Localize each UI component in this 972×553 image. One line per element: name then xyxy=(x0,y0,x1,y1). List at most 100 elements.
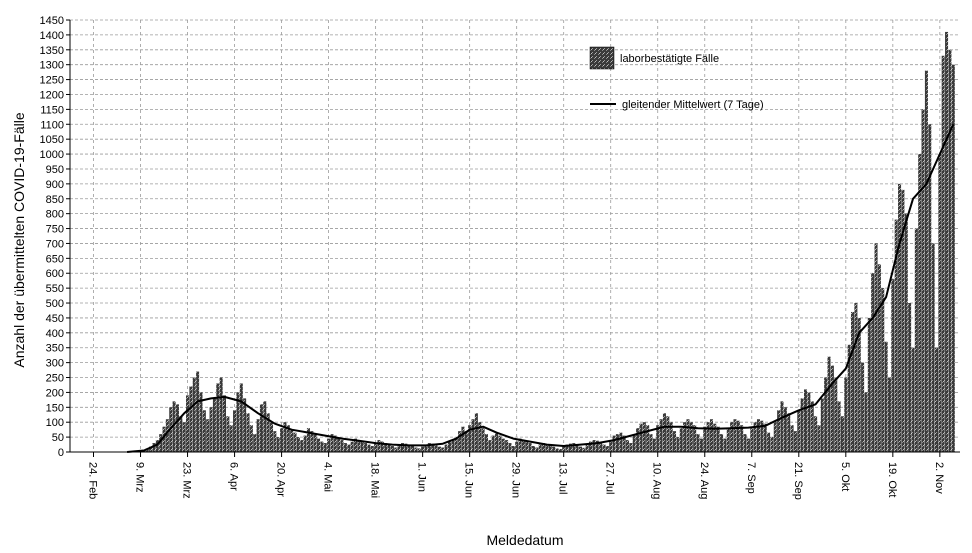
y-tick-label: 300 xyxy=(46,358,64,370)
bar xyxy=(861,362,865,452)
bar xyxy=(283,422,287,452)
bar xyxy=(837,401,841,452)
bar xyxy=(716,426,720,452)
bar xyxy=(824,377,828,452)
bar xyxy=(602,444,606,452)
bar xyxy=(417,448,421,452)
bar xyxy=(357,440,361,452)
bar xyxy=(347,444,351,452)
x-tick-label: 24. Aug xyxy=(698,462,710,499)
bar xyxy=(578,446,583,452)
bar xyxy=(703,426,707,452)
bar xyxy=(582,447,586,452)
bar xyxy=(528,443,532,452)
legend: laborbestätigte Fälle gleitender Mittelw… xyxy=(589,46,764,111)
bar xyxy=(934,347,939,452)
y-tick-label: 1400 xyxy=(40,30,64,42)
bar xyxy=(844,377,848,452)
bar xyxy=(374,443,378,452)
bar xyxy=(790,425,794,452)
bar xyxy=(625,440,630,452)
bar xyxy=(538,444,542,452)
bar xyxy=(723,438,727,452)
bar xyxy=(585,443,589,452)
bar xyxy=(206,419,210,452)
bar xyxy=(162,426,166,452)
bar xyxy=(273,431,277,452)
bar xyxy=(441,447,445,452)
bar xyxy=(186,395,190,452)
bar xyxy=(212,398,216,452)
bar xyxy=(364,443,368,452)
bar xyxy=(296,437,300,452)
bar xyxy=(851,311,855,452)
bar xyxy=(931,243,935,452)
y-tick-label: 650 xyxy=(46,253,64,265)
bar xyxy=(300,440,304,452)
bar xyxy=(948,49,952,453)
x-tick-label: 20. Apr xyxy=(275,462,287,497)
bar xyxy=(632,434,636,452)
x-tick-label: 10. Aug xyxy=(651,462,663,499)
bar xyxy=(706,422,710,452)
bar xyxy=(914,228,918,452)
bar xyxy=(676,437,680,452)
y-tick-label: 1200 xyxy=(40,89,64,101)
bar xyxy=(840,416,844,452)
bar xyxy=(854,303,858,452)
bar xyxy=(327,438,331,452)
bar xyxy=(656,425,660,452)
bar xyxy=(236,392,240,452)
bar xyxy=(568,443,572,452)
bar xyxy=(730,422,734,452)
x-tick-label: 6. Apr xyxy=(228,462,240,491)
y-tick-label: 700 xyxy=(46,238,64,250)
bar xyxy=(461,426,465,452)
bar xyxy=(202,410,206,452)
y-tick-label: 550 xyxy=(46,283,64,295)
bar xyxy=(639,423,643,452)
y-tick-label: 900 xyxy=(46,179,64,191)
bar xyxy=(155,440,159,452)
x-tick-label: 1. Jun xyxy=(416,462,428,492)
x-tick-label: 19. Okt xyxy=(886,462,898,497)
bar xyxy=(290,429,294,452)
bar xyxy=(921,109,925,453)
bar xyxy=(165,419,169,452)
bar xyxy=(531,446,535,452)
bar xyxy=(454,437,458,452)
bar xyxy=(814,416,818,452)
bar xyxy=(276,437,280,452)
x-tick-label: 18. Mai xyxy=(369,462,381,498)
bar xyxy=(864,392,868,452)
bar xyxy=(521,440,525,452)
bar xyxy=(229,425,233,452)
x-tick-label: 23. Mrz xyxy=(181,462,193,499)
bar xyxy=(803,389,808,452)
bar xyxy=(233,410,237,452)
bar xyxy=(807,392,811,452)
bar xyxy=(243,398,247,452)
x-tick-label: 2. Nov xyxy=(933,462,945,494)
bar xyxy=(404,443,408,452)
bar xyxy=(222,395,227,452)
bar xyxy=(649,434,653,452)
bar xyxy=(827,356,831,452)
bar xyxy=(145,448,149,452)
bar xyxy=(552,446,556,452)
bar xyxy=(669,422,673,452)
bar xyxy=(726,428,730,452)
bar xyxy=(760,420,764,452)
y-tick-label: 100 xyxy=(46,417,64,429)
bar xyxy=(394,447,398,452)
bar xyxy=(565,444,569,452)
bar xyxy=(424,444,428,452)
legend-line-label: gleitender Mittelwert (7 Tage) xyxy=(622,99,764,111)
bar xyxy=(152,443,156,452)
bar xyxy=(918,154,922,452)
bar xyxy=(928,124,932,452)
bar xyxy=(407,444,411,452)
bar xyxy=(431,443,435,452)
bar xyxy=(219,377,223,452)
bar xyxy=(881,288,885,452)
